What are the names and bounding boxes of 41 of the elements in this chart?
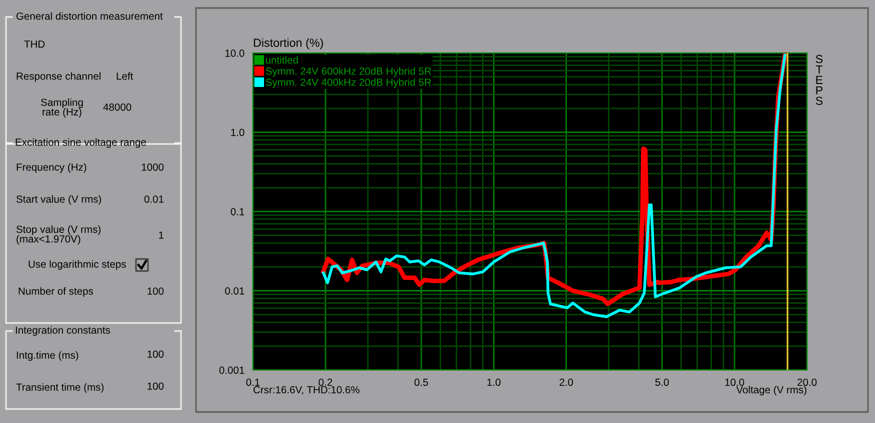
legend-label: Symm. 24V 600kHz 20dB Hybrid 5R bbox=[266, 67, 432, 77]
text: Stop value (V rms) (max<1.970V) bbox=[16, 225, 100, 245]
text: Transient time (ms) bbox=[16, 383, 104, 393]
text: Excitation sine voltage range bbox=[16, 138, 146, 148]
text: 1000 bbox=[142, 163, 164, 171]
x-tick-label: 0.5 bbox=[414, 378, 428, 386]
y-axis-title: Distortion (%) bbox=[254, 38, 323, 50]
x-tick-label: 2.0 bbox=[560, 378, 573, 386]
text: Frequency (Hz) bbox=[16, 163, 86, 173]
text: Intg.time (ms) bbox=[16, 351, 78, 361]
text: 0.01 bbox=[144, 195, 164, 203]
text: General distortion measurement bbox=[16, 12, 163, 20]
text: Number of steps bbox=[18, 287, 94, 297]
y-tick-label: 0.01 bbox=[225, 287, 244, 295]
x-tick-label: 10.0 bbox=[725, 378, 744, 386]
x-axis-title: Voltage (V rms) bbox=[736, 386, 806, 396]
text: 100 bbox=[148, 287, 164, 295]
text: Crsr:16.6V, THD:10.6% bbox=[254, 386, 360, 395]
text: Sampling rate (Hz) bbox=[41, 98, 83, 118]
text: Use logarithmic steps bbox=[28, 260, 126, 270]
y-tick-label: 1.0 bbox=[231, 128, 244, 136]
x-tick-label: 20.0 bbox=[798, 378, 817, 386]
y-tick-label: 0.001 bbox=[219, 366, 244, 374]
text: Start value (V rms) bbox=[16, 195, 102, 205]
text: Integration constants bbox=[16, 326, 110, 336]
text: Left bbox=[116, 72, 134, 80]
text: 1 bbox=[159, 232, 164, 239]
y-tick-label: 0.1 bbox=[230, 208, 244, 216]
text: Response channel bbox=[16, 72, 100, 82]
x-tick-label: 1.0 bbox=[487, 378, 501, 386]
text: 100 bbox=[148, 382, 164, 390]
x-tick-label: 5.0 bbox=[655, 378, 669, 386]
text: 48000 bbox=[103, 103, 132, 111]
x-tick-label: 0.2 bbox=[318, 378, 332, 386]
y-tick-label: 10.0 bbox=[225, 50, 244, 57]
legend-label: Symm. 24V 400kHz 20dB Hybrid 5R bbox=[266, 78, 432, 88]
x-tick-label: 0.1 bbox=[246, 378, 260, 386]
legend-label: untitled bbox=[266, 56, 298, 64]
text: THD bbox=[24, 40, 45, 48]
text: 100 bbox=[148, 350, 164, 358]
text: STEPS bbox=[816, 54, 823, 105]
